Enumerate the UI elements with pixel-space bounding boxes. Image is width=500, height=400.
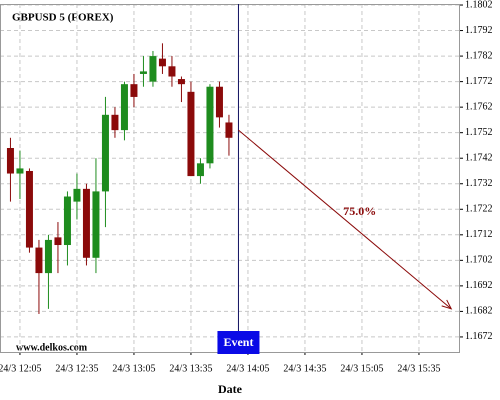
candle [92, 158, 100, 274]
arrow-head [441, 299, 453, 310]
candle [158, 43, 166, 74]
y-tick-label: 1.1772 [465, 76, 493, 87]
candle-body [111, 114, 119, 131]
watermark: www.delkos.com [16, 342, 88, 353]
x-axis-label: Date [218, 382, 243, 396]
candle-body [130, 84, 138, 97]
candle [225, 114, 233, 156]
candle-body [139, 71, 147, 74]
y-tick-label: 1.1712 [465, 229, 493, 240]
x-tick-label: 24/3 14:05 [226, 363, 269, 374]
candle [139, 56, 147, 87]
y-tick-label: 1.1722 [465, 204, 493, 215]
candle [177, 76, 185, 103]
candle [206, 84, 214, 169]
y-tick-label: 1.1742 [465, 153, 493, 164]
candle [187, 81, 195, 177]
candle-body [63, 196, 71, 246]
candle-body [25, 170, 33, 248]
candle-body [187, 91, 195, 177]
candle-body [6, 148, 14, 174]
candle [63, 191, 71, 266]
candle [82, 183, 90, 266]
candle [130, 73, 138, 108]
candle-body [73, 188, 81, 202]
x-tick-label: 24/3 13:35 [169, 363, 212, 374]
y-tick-label: 1.1752 [465, 127, 493, 138]
y-tick-label: 1.1792 [465, 25, 493, 36]
x-tick-label: 24/3 13:05 [112, 363, 155, 374]
candle [6, 137, 14, 202]
candle-body [120, 84, 128, 131]
y-tick-label: 1.1732 [465, 178, 493, 189]
event-label: Event [223, 335, 253, 349]
candle [16, 150, 24, 200]
candle-body [177, 79, 185, 85]
y-tick-label: 1.1802 [465, 0, 493, 10]
candle-body [16, 168, 24, 174]
candle-body [196, 163, 204, 177]
candle-body [149, 56, 157, 82]
candle-body [44, 239, 52, 274]
candle [196, 158, 204, 184]
x-tick-label: 24/3 15:35 [397, 363, 440, 374]
candle-body [35, 247, 43, 274]
chart-title: GBPUSD 5 (FOREX) [12, 12, 114, 24]
candle [35, 239, 43, 314]
y-tick-label: 1.1692 [465, 280, 493, 291]
y-tick-label: 1.1682 [465, 306, 493, 317]
candle [215, 81, 223, 128]
candle [54, 222, 62, 274]
x-tick-label: 24/3 12:35 [55, 363, 98, 374]
candle [168, 56, 176, 87]
candle-body [215, 86, 223, 118]
candle [120, 81, 128, 141]
y-tick-label: 1.1672 [465, 331, 493, 342]
x-tick-label: 24/3 12:05 [0, 363, 41, 374]
y-tick-label: 1.1782 [465, 50, 493, 61]
candle-body [206, 86, 214, 164]
candle-body [92, 191, 100, 258]
candle-body [82, 188, 90, 258]
candle [73, 173, 81, 220]
y-tick-label: 1.1702 [465, 255, 493, 266]
candle-body [54, 237, 62, 246]
candle [111, 107, 119, 138]
forecast-arrow [238, 129, 452, 310]
candle-body [101, 114, 109, 192]
candle [149, 50, 157, 87]
candle-body [225, 122, 233, 138]
plot-frame [0, 4, 460, 353]
event-box [217, 331, 260, 354]
x-tick-label: 24/3 15:05 [340, 363, 383, 374]
candle [44, 234, 52, 309]
candle-body [158, 58, 166, 67]
candle [25, 168, 33, 253]
y-tick-label: 1.1762 [465, 101, 493, 112]
candle [101, 96, 109, 228]
x-tick-label: 24/3 14:35 [283, 363, 326, 374]
candle-body [168, 66, 176, 77]
forecast-label: 75.0% [343, 204, 376, 218]
